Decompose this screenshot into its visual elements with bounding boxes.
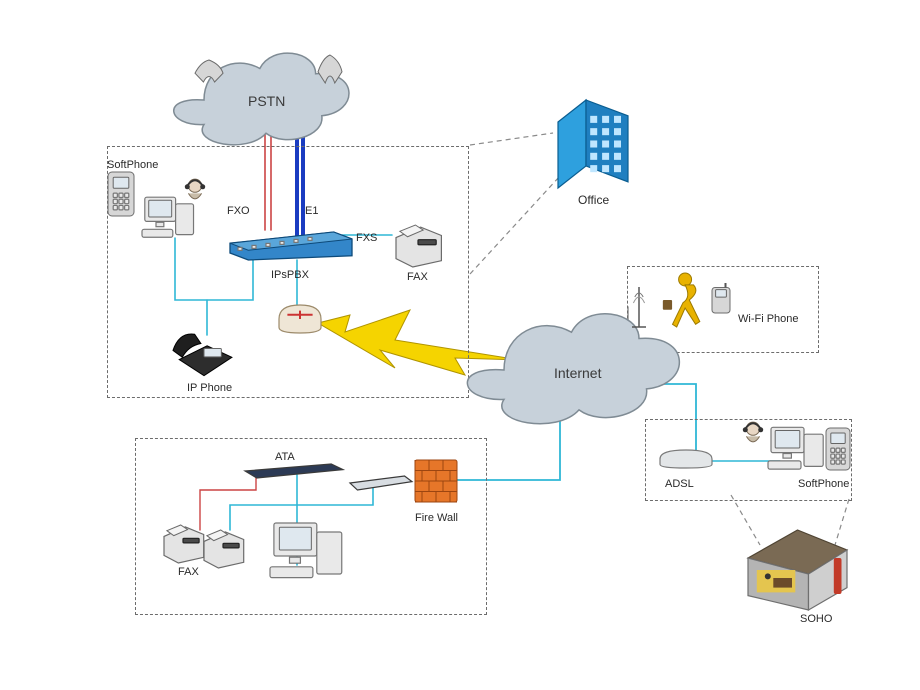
label-fax2: FAX xyxy=(178,566,199,578)
switch-icon xyxy=(350,476,412,490)
headset-icon-2 xyxy=(743,422,763,442)
label-firewall: Fire Wall xyxy=(415,512,458,524)
label-fxs: FXS xyxy=(356,232,377,244)
pc-icon-2 xyxy=(270,523,342,578)
ippbx-icon xyxy=(230,232,352,260)
pstn-phone-left-icon xyxy=(195,60,223,82)
label-e1: E1 xyxy=(305,205,318,217)
cellphone-icon xyxy=(712,283,730,313)
pc-icon-1 xyxy=(142,197,194,237)
label-fxo: FXO xyxy=(227,205,250,217)
fax-icon-2b xyxy=(204,530,244,568)
label-ippbx: IPsPBX xyxy=(271,269,309,281)
label-softphone1: SoftPhone xyxy=(107,159,158,171)
ip-phone-icon xyxy=(173,334,232,376)
fax-icon-1 xyxy=(396,225,441,267)
soho-icon xyxy=(748,530,847,610)
adsl-icon xyxy=(660,450,712,468)
icon-layer xyxy=(0,0,920,690)
diagram-root: PSTNInternetSoftPhoneFXOE1FXSFAXIPsPBXIP… xyxy=(0,0,920,690)
pc-icon-3 xyxy=(768,427,823,469)
fax-icon-2a xyxy=(164,525,204,563)
firewall-icon xyxy=(415,460,457,502)
antenna-icon xyxy=(632,287,646,327)
office-icon xyxy=(558,100,628,188)
label-soho: SOHO xyxy=(800,613,832,625)
router-icon xyxy=(279,305,321,333)
label-ata: ATA xyxy=(275,451,295,463)
person-icon xyxy=(663,273,700,327)
softphone-handset-icon-1 xyxy=(108,172,134,216)
label-wifiphone: Wi-Fi Phone xyxy=(738,313,799,325)
softphone-handset-icon-2 xyxy=(826,428,850,470)
label-ipphone: IP Phone xyxy=(187,382,232,394)
headset-icon-1 xyxy=(185,179,205,199)
pstn-phone-right-icon xyxy=(318,55,342,83)
label-softphone2: SoftPhone xyxy=(798,478,849,490)
label-adsl: ADSL xyxy=(665,478,694,490)
ata-icon xyxy=(245,464,343,478)
label-office: Office xyxy=(578,193,609,207)
label-fax1: FAX xyxy=(407,271,428,283)
